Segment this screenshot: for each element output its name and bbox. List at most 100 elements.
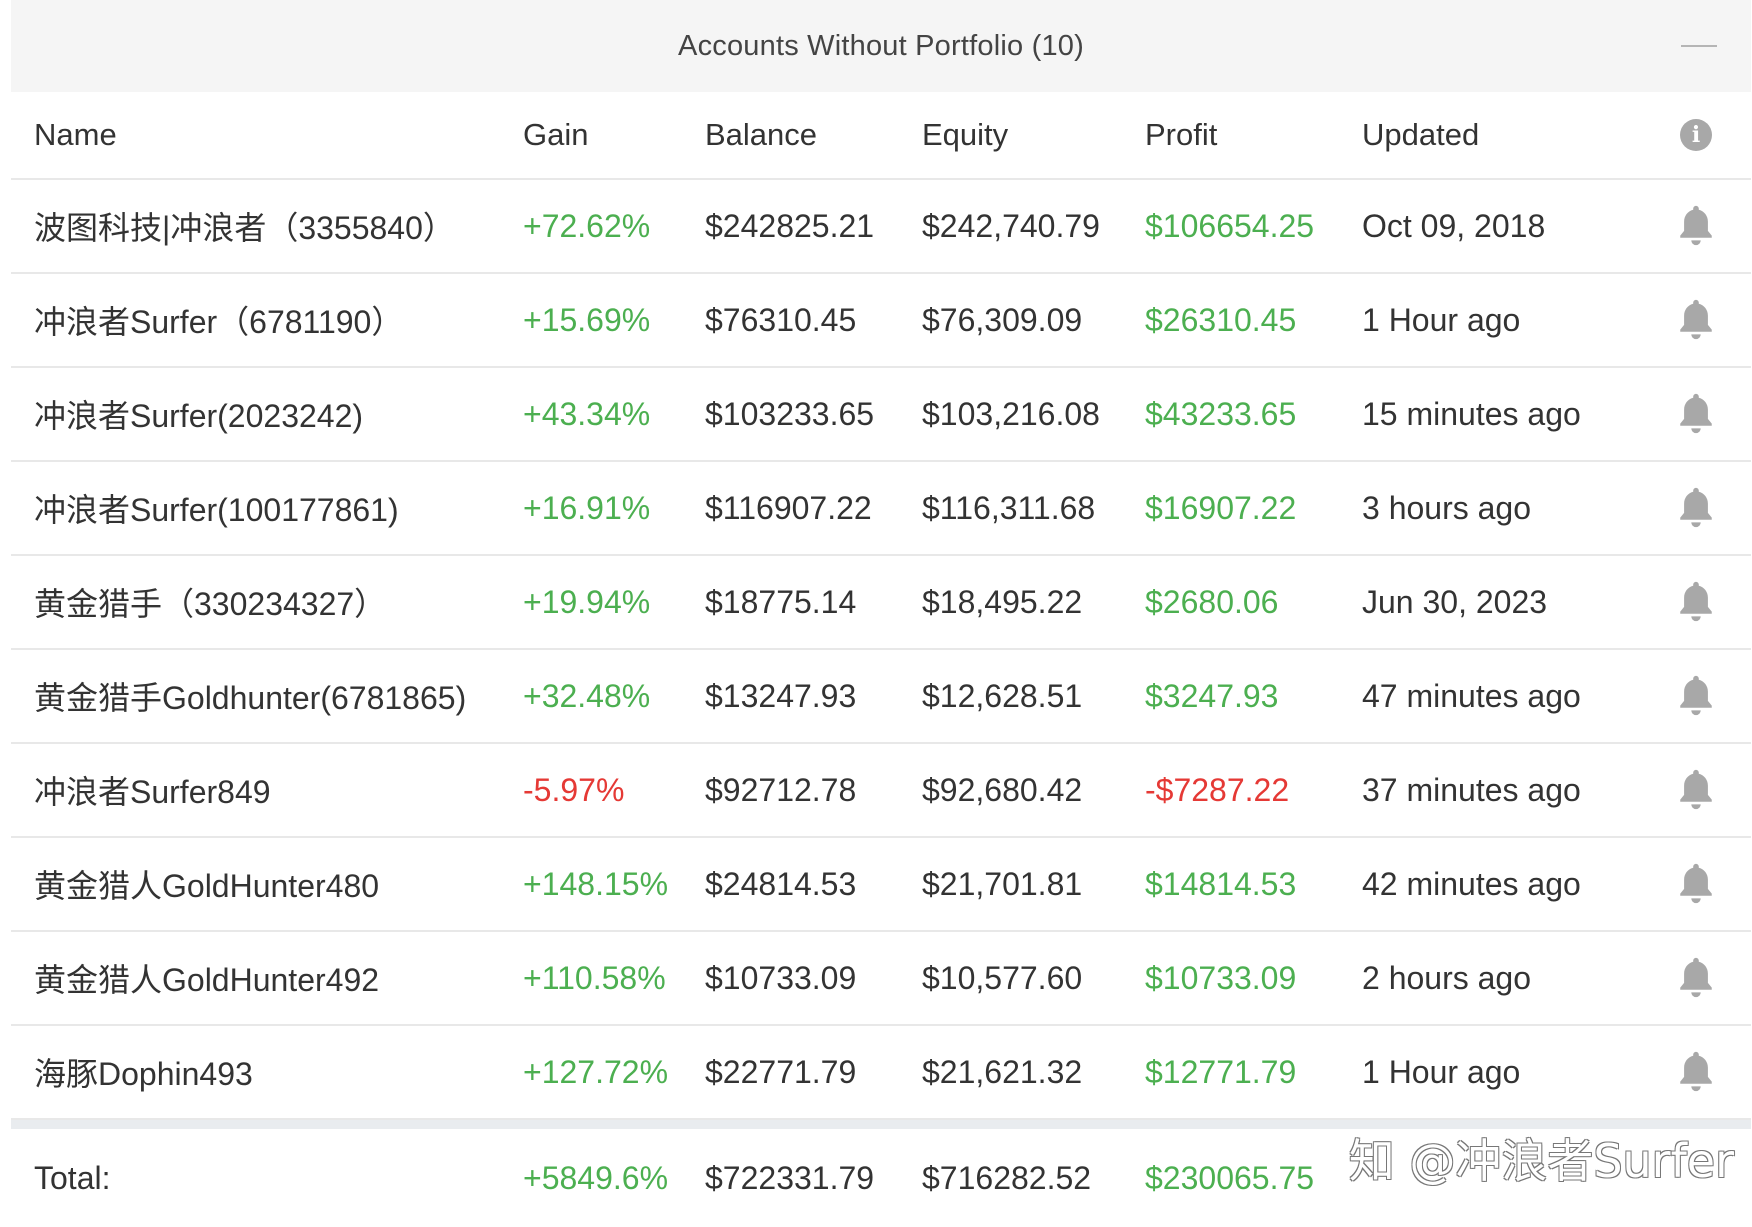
bell-cell bbox=[1661, 673, 1731, 719]
account-gain: +148.15% bbox=[523, 865, 669, 902]
account-equity: $76,309.09 bbox=[922, 301, 1083, 338]
table-body: 波图科技|冲浪者（3355840） +72.62% $242825.21 $24… bbox=[11, 180, 1751, 1120]
bell-icon[interactable] bbox=[1675, 861, 1717, 907]
account-gain: +127.72% bbox=[523, 1053, 669, 1090]
account-updated: 37 minutes ago bbox=[1362, 771, 1581, 808]
account-updated: 47 minutes ago bbox=[1362, 677, 1581, 714]
account-profit: $16907.22 bbox=[1145, 489, 1297, 526]
bell-icon[interactable] bbox=[1675, 1049, 1717, 1095]
bell-cell bbox=[1661, 391, 1731, 437]
bell-icon[interactable] bbox=[1675, 673, 1717, 719]
minus-icon[interactable] bbox=[1681, 36, 1717, 56]
account-name[interactable]: 黄金猎手Goldhunter(6781865) bbox=[34, 680, 467, 716]
account-balance: $22771.79 bbox=[705, 1053, 857, 1090]
account-name[interactable]: 黄金猎手（330234327） bbox=[34, 586, 387, 622]
account-name[interactable]: 冲浪者Surfer(2023242) bbox=[34, 398, 364, 434]
panel-header: Accounts Without Portfolio (10) bbox=[11, 0, 1751, 92]
account-name[interactable]: 波图科技|冲浪者（3355840） bbox=[34, 210, 455, 246]
account-equity: $92,680.42 bbox=[922, 771, 1083, 808]
account-name[interactable]: 黄金猎人GoldHunter480 bbox=[34, 868, 380, 904]
table-row[interactable]: 海豚Dophin493 +127.72% $22771.79 $21,621.3… bbox=[11, 1026, 1751, 1120]
table-row[interactable]: 冲浪者Surfer(100177861) +16.91% $116907.22 … bbox=[11, 462, 1751, 556]
bell-cell bbox=[1661, 767, 1731, 813]
account-equity: $242,740.79 bbox=[922, 207, 1100, 244]
bell-cell bbox=[1661, 485, 1731, 531]
account-equity: $116,311.68 bbox=[922, 489, 1096, 526]
account-name[interactable]: 海豚Dophin493 bbox=[34, 1056, 253, 1092]
bell-cell bbox=[1661, 955, 1731, 1001]
table-row[interactable]: 冲浪者Surfer(2023242) +43.34% $103233.65 $1… bbox=[11, 368, 1751, 462]
account-balance: $10733.09 bbox=[705, 959, 857, 996]
bell-icon[interactable] bbox=[1675, 485, 1717, 531]
account-name[interactable]: 冲浪者Surfer(100177861) bbox=[34, 492, 399, 528]
account-equity: $18,495.22 bbox=[922, 583, 1083, 620]
account-updated: 42 minutes ago bbox=[1362, 865, 1581, 902]
bell-icon[interactable] bbox=[1675, 297, 1717, 343]
column-header-balance[interactable]: Balance bbox=[705, 117, 818, 152]
account-gain: +43.34% bbox=[523, 395, 651, 432]
column-header-profit[interactable]: Profit bbox=[1145, 117, 1218, 152]
column-header-gain[interactable]: Gain bbox=[523, 117, 589, 152]
bell-cell bbox=[1661, 861, 1731, 907]
bell-icon[interactable] bbox=[1675, 391, 1717, 437]
account-profit: $106654.25 bbox=[1145, 207, 1315, 244]
column-header-updated[interactable]: Updated bbox=[1362, 117, 1480, 152]
account-profit: $26310.45 bbox=[1145, 301, 1297, 338]
table-row[interactable]: 黄金猎人GoldHunter492 +110.58% $10733.09 $10… bbox=[11, 932, 1751, 1026]
account-updated: Oct 09, 2018 bbox=[1362, 207, 1546, 244]
table-row[interactable]: 波图科技|冲浪者（3355840） +72.62% $242825.21 $24… bbox=[11, 180, 1751, 274]
accounts-panel: Accounts Without Portfolio (10) Name Gai… bbox=[11, 0, 1751, 1227]
account-gain: +72.62% bbox=[523, 207, 651, 244]
collapse-bar bbox=[1681, 45, 1717, 47]
account-gain: +15.69% bbox=[523, 301, 651, 338]
account-balance: $18775.14 bbox=[705, 583, 857, 620]
account-equity: $10,577.60 bbox=[922, 959, 1083, 996]
account-profit: $3247.93 bbox=[1145, 677, 1279, 714]
account-gain: +16.91% bbox=[523, 489, 651, 526]
bell-icon[interactable] bbox=[1675, 767, 1717, 813]
account-balance: $13247.93 bbox=[705, 677, 857, 714]
total-profit: $230065.75 bbox=[1145, 1159, 1315, 1196]
account-name[interactable]: 冲浪者Surfer849 bbox=[34, 774, 271, 810]
table-header-row: Name Gain Balance Equity Profit Updated … bbox=[11, 92, 1751, 180]
column-header-equity[interactable]: Equity bbox=[922, 117, 1009, 152]
table-row[interactable]: 黄金猎手（330234327） +19.94% $18775.14 $18,49… bbox=[11, 556, 1751, 650]
account-equity: $103,216.08 bbox=[922, 395, 1100, 432]
column-header-info: i bbox=[1661, 119, 1731, 151]
table-row[interactable]: 冲浪者Surfer（6781190） +15.69% $76310.45 $76… bbox=[11, 274, 1751, 368]
account-name[interactable]: 黄金猎人GoldHunter492 bbox=[34, 962, 380, 998]
panel-title: Accounts Without Portfolio (10) bbox=[678, 29, 1084, 62]
account-updated: 2 hours ago bbox=[1362, 959, 1532, 996]
account-name[interactable]: 冲浪者Surfer（6781190） bbox=[34, 304, 404, 340]
account-profit: $12771.79 bbox=[1145, 1053, 1297, 1090]
account-balance: $116907.22 bbox=[705, 489, 872, 526]
account-balance: $242825.21 bbox=[705, 207, 875, 244]
bell-cell bbox=[1661, 203, 1731, 249]
info-icon[interactable]: i bbox=[1680, 119, 1712, 151]
account-equity: $21,621.32 bbox=[922, 1053, 1083, 1090]
account-gain: +19.94% bbox=[523, 583, 651, 620]
account-gain: -5.97% bbox=[523, 771, 625, 808]
bell-icon[interactable] bbox=[1675, 955, 1717, 1001]
table-row[interactable]: 黄金猎人GoldHunter480 +148.15% $24814.53 $21… bbox=[11, 838, 1751, 932]
total-equity: $716282.52 bbox=[922, 1159, 1092, 1196]
column-header-name[interactable]: Name bbox=[34, 117, 117, 152]
total-label: Total: bbox=[34, 1159, 111, 1196]
table-row[interactable]: 黄金猎手Goldhunter(6781865) +32.48% $13247.9… bbox=[11, 650, 1751, 744]
total-balance: $722331.79 bbox=[705, 1159, 875, 1196]
bell-cell bbox=[1661, 297, 1731, 343]
account-profit: -$7287.22 bbox=[1145, 771, 1290, 808]
account-profit: $14814.53 bbox=[1145, 865, 1297, 902]
account-gain: +32.48% bbox=[523, 677, 651, 714]
total-row: Total: +5849.6% $722331.79 $716282.52 $2… bbox=[11, 1120, 1751, 1227]
account-updated: 1 Hour ago bbox=[1362, 301, 1521, 338]
account-balance: $103233.65 bbox=[705, 395, 875, 432]
bell-icon[interactable] bbox=[1675, 579, 1717, 625]
account-balance: $24814.53 bbox=[705, 865, 857, 902]
bell-icon[interactable] bbox=[1675, 203, 1717, 249]
total-gain: +5849.6% bbox=[523, 1159, 669, 1196]
account-balance: $76310.45 bbox=[705, 301, 857, 338]
account-updated: 1 Hour ago bbox=[1362, 1053, 1521, 1090]
account-profit: $2680.06 bbox=[1145, 583, 1279, 620]
table-row[interactable]: 冲浪者Surfer849 -5.97% $92712.78 $92,680.42… bbox=[11, 744, 1751, 838]
